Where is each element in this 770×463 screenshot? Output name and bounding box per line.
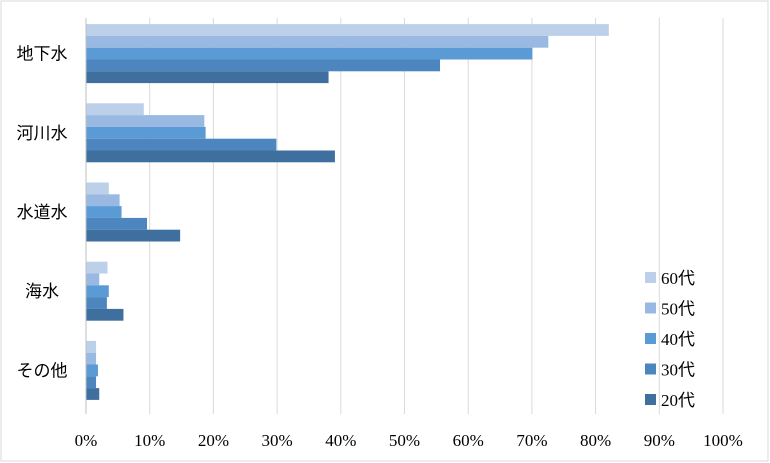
x-tick-label: 90%	[644, 431, 675, 450]
bar	[86, 273, 100, 286]
bar	[86, 376, 97, 389]
x-tick-label: 50%	[389, 431, 420, 450]
bar	[86, 388, 100, 400]
legend-label: 20代	[661, 391, 695, 410]
legend-label: 60代	[661, 269, 695, 288]
category-label: 河川水	[17, 124, 68, 144]
bar	[86, 308, 124, 321]
legend-label: 30代	[661, 361, 695, 380]
x-tick-label: 80%	[580, 431, 611, 450]
legend-swatch	[645, 302, 656, 314]
x-tick-label: 70%	[516, 431, 547, 450]
x-tick-label: 30%	[262, 431, 293, 450]
legend-swatch	[645, 363, 656, 375]
bar	[86, 261, 108, 274]
bar	[86, 229, 181, 242]
bar	[86, 194, 120, 207]
bar	[86, 126, 206, 139]
bar	[86, 59, 441, 72]
bar	[86, 206, 122, 218]
bar	[86, 150, 335, 163]
bars	[86, 24, 609, 400]
legend: 60代 50代 40代 30代 20代	[645, 269, 695, 410]
x-tick-label: 100%	[703, 431, 743, 450]
bar	[86, 103, 144, 116]
bar	[86, 340, 97, 353]
category-label: 地下水	[17, 45, 68, 65]
category-label: 海水	[25, 282, 59, 302]
x-tick-labels: 0% 10% 20% 30% 40% 50% 60% 70% 80% 90% 100%	[75, 431, 743, 450]
bar	[86, 182, 109, 195]
bar	[86, 35, 549, 48]
x-tick-label: 40%	[325, 431, 356, 450]
gridlines	[149, 18, 724, 414]
bar	[86, 138, 277, 151]
x-tick-label: 0%	[75, 431, 98, 450]
category-label: 水道水	[17, 203, 68, 223]
bar	[86, 352, 97, 365]
legend-label: 40代	[661, 330, 695, 349]
legend-swatch	[645, 394, 656, 405]
x-tick-label: 60%	[453, 431, 484, 450]
bar	[86, 115, 205, 127]
bar	[86, 297, 107, 309]
bar	[86, 71, 329, 84]
bar	[86, 217, 148, 230]
legend-swatch	[645, 272, 656, 283]
x-tick-label: 20%	[198, 431, 229, 450]
legend-swatch	[645, 333, 656, 344]
bar	[86, 285, 109, 298]
x-tick-label: 10%	[134, 431, 165, 450]
bar	[86, 364, 98, 377]
bar	[86, 24, 609, 36]
legend-label: 50代	[661, 300, 695, 319]
bar	[86, 47, 533, 60]
category-label: その他	[17, 361, 68, 381]
